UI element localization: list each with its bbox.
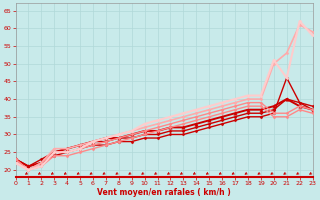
X-axis label: Vent moyen/en rafales ( km/h ): Vent moyen/en rafales ( km/h ): [97, 188, 231, 197]
